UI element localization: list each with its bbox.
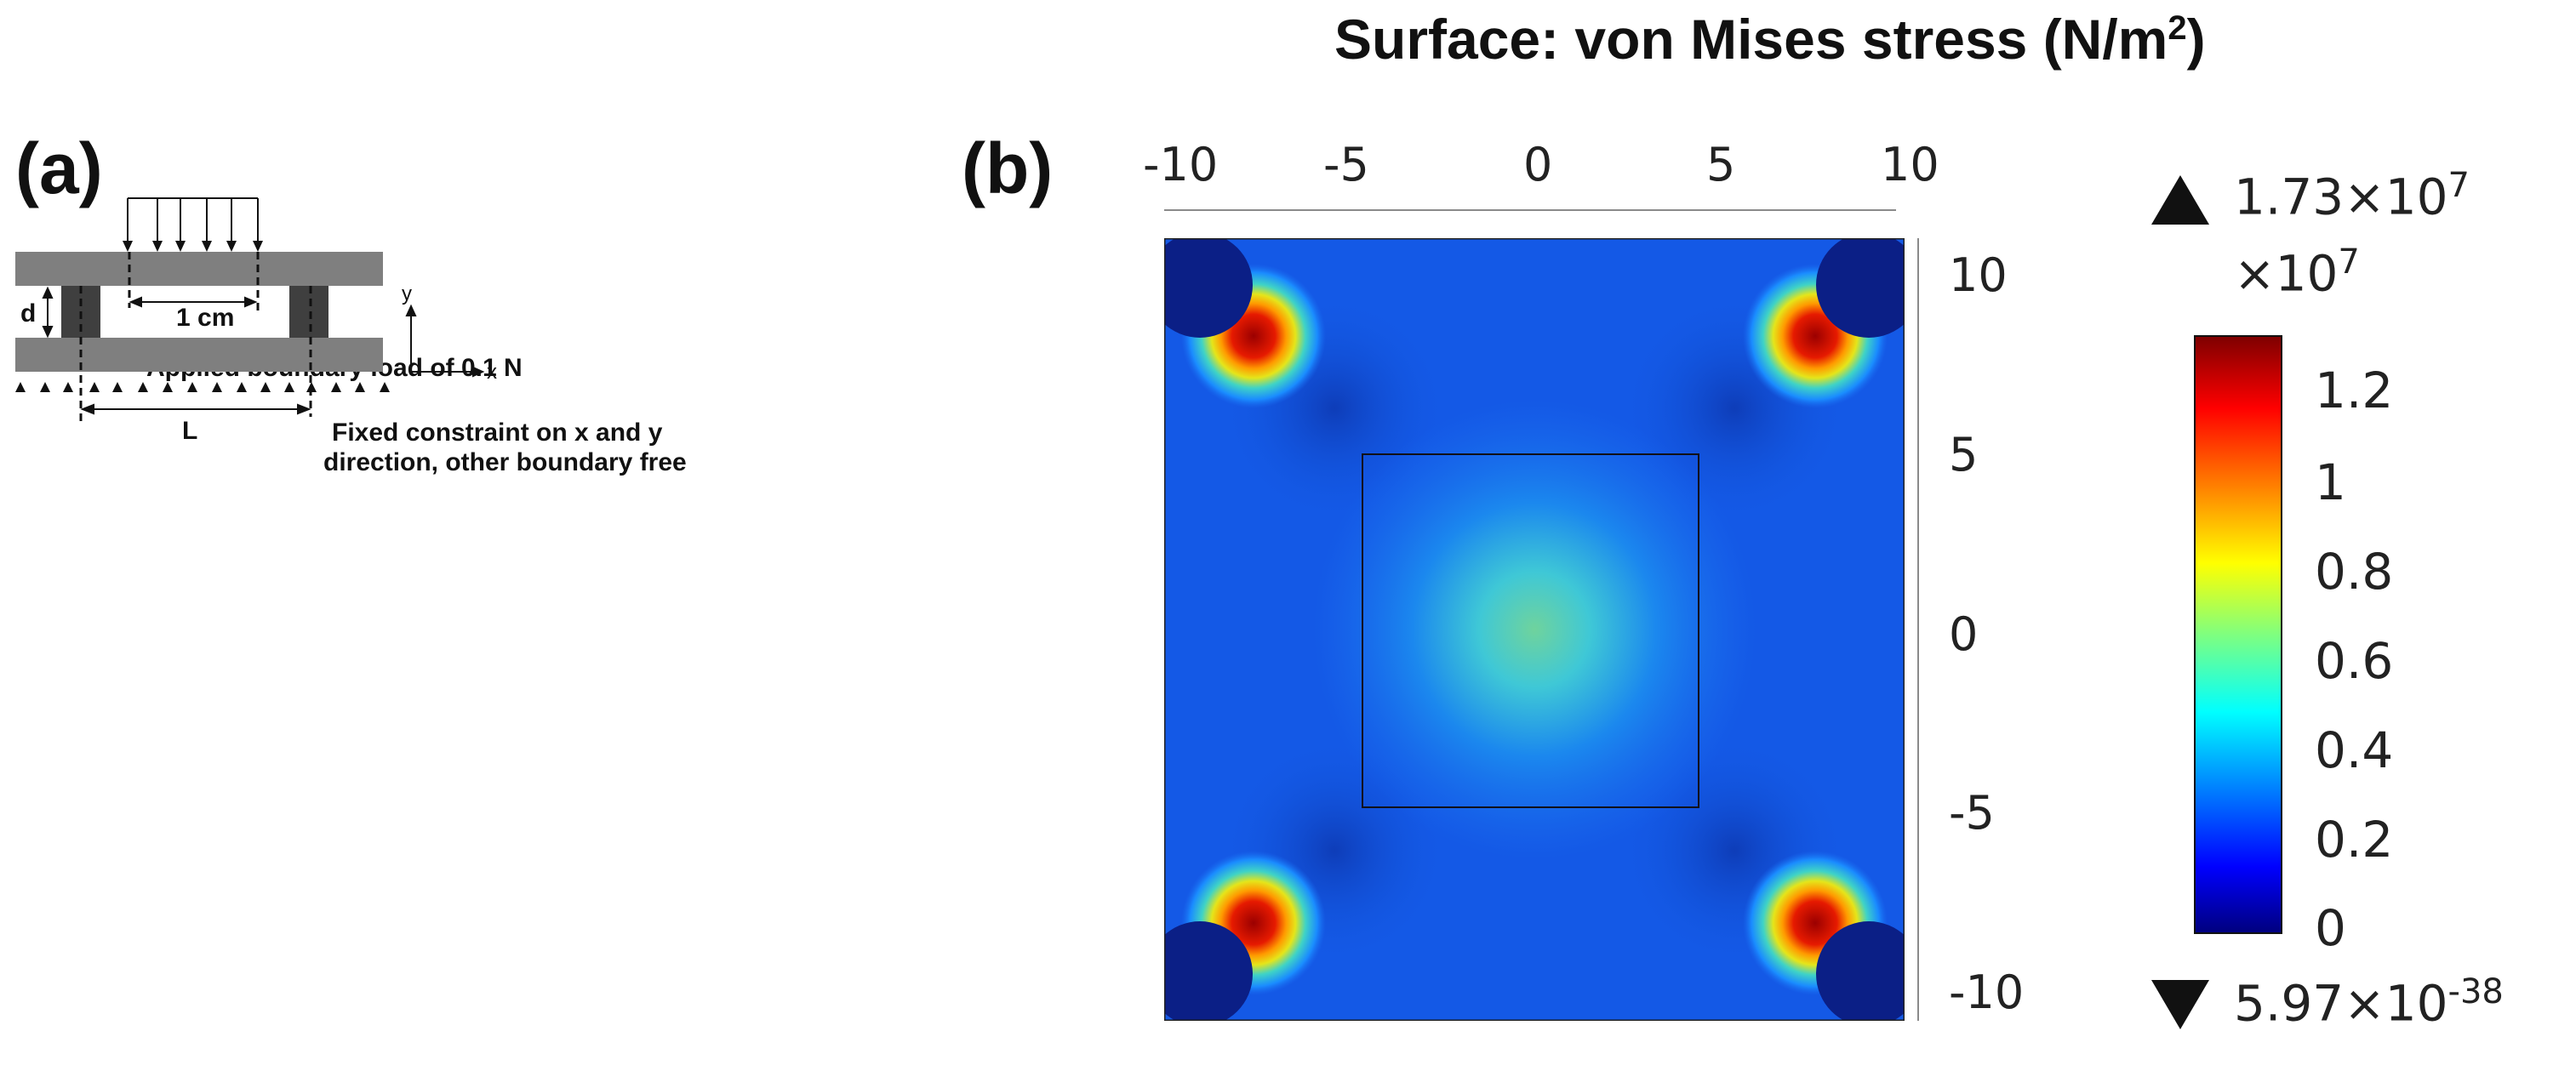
constraint-label-line2: direction, other boundary free xyxy=(323,448,687,476)
corner-hole xyxy=(1164,238,1253,338)
colorbar-min-value: 5.97×10-38 xyxy=(2234,972,2504,1033)
y-tick-label: 0 xyxy=(1949,607,1979,661)
coordinate-axes xyxy=(405,304,485,378)
support-triangles xyxy=(15,382,390,392)
max-triangle-icon xyxy=(2151,175,2209,225)
colorbar-multiplier: ×107 xyxy=(2234,242,2360,303)
thickness-label: d xyxy=(20,299,37,328)
colorbar-max-value: 1.73×107 xyxy=(2234,166,2470,226)
colorbar-tick-label: 0.4 xyxy=(2315,721,2394,779)
stress-heatmap xyxy=(1164,238,1905,1021)
span-label: L xyxy=(182,417,198,445)
dashed-guides xyxy=(79,252,312,425)
panel-b-label: (b) xyxy=(962,128,1054,208)
x-tick-label: -5 xyxy=(1323,138,1369,191)
constraint-label-line1: Fixed constraint on x and y xyxy=(332,419,663,447)
right-spacer xyxy=(289,286,328,338)
axis-x-label: x xyxy=(487,361,497,384)
axis-y-label: y xyxy=(402,282,412,305)
inner-boundary xyxy=(1362,453,1699,808)
x-axis-line xyxy=(1164,209,1896,211)
colorbar-tick-label: 0.2 xyxy=(2315,811,2394,869)
y-tick-label: -10 xyxy=(1949,966,2025,1019)
colorbar-tick-label: 0.8 xyxy=(2315,543,2394,601)
min-triangle-icon xyxy=(2151,980,2209,1029)
load-arrowheads xyxy=(123,241,263,252)
y-axis-line xyxy=(1917,238,1919,1021)
colorbar xyxy=(2194,335,2282,934)
x-tick-label: -10 xyxy=(1143,138,1219,191)
colorbar-tick-label: 1.2 xyxy=(2315,362,2394,419)
bottom-plate xyxy=(15,338,383,372)
thickness-dimension xyxy=(42,286,54,339)
gap-dimension xyxy=(129,296,258,308)
colorbar-tick-label: 0 xyxy=(2315,899,2346,957)
x-tick-label: 0 xyxy=(1523,138,1553,191)
y-tick-label: 10 xyxy=(1949,248,2008,302)
top-plate xyxy=(15,252,383,286)
gap-label: 1 cm xyxy=(176,304,235,332)
load-arrows xyxy=(127,198,259,248)
y-tick-label: -5 xyxy=(1949,786,1995,840)
corner-hole xyxy=(1816,921,1905,1021)
colorbar-tick-label: 1 xyxy=(2315,453,2346,511)
y-tick-label: 5 xyxy=(1949,428,1979,481)
corner-hole xyxy=(1816,238,1905,338)
panel-a-label: (a) xyxy=(15,128,103,208)
x-tick-label: 5 xyxy=(1706,138,1736,191)
colorbar-tick-label: 0.6 xyxy=(2315,632,2394,690)
center-stress-region xyxy=(1313,400,1756,859)
x-tick-label: 10 xyxy=(1881,138,1939,191)
corner-hole xyxy=(1164,921,1253,1021)
chart-title: Surface: von Mises stress (N/m2) xyxy=(1334,8,2206,71)
beam-diagram xyxy=(15,197,485,425)
span-dimension xyxy=(80,403,311,415)
